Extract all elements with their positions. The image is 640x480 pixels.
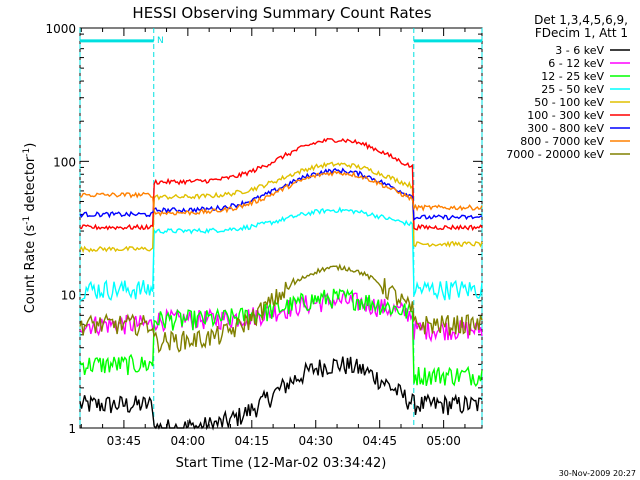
x-tick-label: 04:30 [298, 434, 333, 448]
night-marker-label: N [157, 36, 164, 46]
x-tick-label: 03:45 [107, 434, 142, 448]
legend-header-line2: FDecim 1, Att 1 [535, 26, 628, 40]
legend-label: 25 - 50 keV [541, 83, 604, 96]
y-tick-label: 1000 [45, 22, 76, 36]
legend-label: 800 - 7000 keV [520, 135, 604, 148]
series-line [79, 288, 483, 387]
legend-label: 3 - 6 keV [555, 44, 604, 57]
x-tick-label: 04:45 [362, 434, 397, 448]
legend-label: 300 - 800 keV [527, 122, 604, 135]
chart-title: HESSI Observing Summary Count Rates [132, 4, 431, 22]
x-tick-label: 04:00 [171, 434, 206, 448]
series-line [79, 356, 483, 431]
legend-label: 6 - 12 keV [548, 57, 604, 70]
legend-header-line1: Det 1,3,4,5,6,9, [534, 13, 628, 27]
y-tick-label: 1 [68, 422, 76, 436]
timestamp: 30-Nov-2009 20:27 [559, 469, 636, 478]
series-line [79, 170, 483, 217]
y-axis-label-sup2: -1 [22, 148, 32, 157]
x-axis-label: Start Time (12-Mar-02 03:34:42) [176, 456, 387, 471]
y-axis-label-mid: detector [23, 156, 38, 216]
legend-label: 7000 - 20000 keV [506, 148, 604, 161]
y-tick-label: 100 [53, 155, 76, 169]
series-lines [79, 137, 483, 431]
y-tick-label: 10 [61, 289, 76, 303]
legend-label: 12 - 25 keV [541, 70, 604, 83]
x-tick-label: 04:15 [235, 434, 270, 448]
series-line [79, 137, 483, 232]
legend-label: 50 - 100 keV [534, 96, 604, 109]
axis-ticks: 03:45 04:00 04:15 04:30 04:45 05:00 1 10 100 1000 [45, 22, 482, 448]
y-axis-label-main: Count Rate (s [23, 225, 38, 314]
series-line [79, 206, 483, 301]
series-line [79, 161, 483, 254]
series-line [79, 167, 483, 222]
series-line [79, 263, 483, 354]
y-axis-label-sup1: -1 [22, 216, 32, 225]
x-tick-label: 05:00 [426, 434, 461, 448]
y-axis-label: Count Rate (s-1 detector-1) [22, 143, 38, 314]
y-axis-label-end: ) [23, 143, 38, 148]
legend-label: 100 - 300 keV [527, 109, 604, 122]
